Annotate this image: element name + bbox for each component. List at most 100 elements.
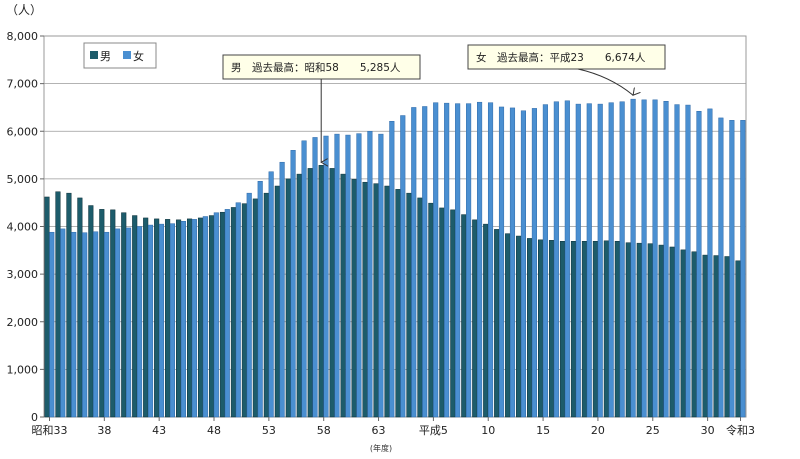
bar-female: [191, 219, 197, 418]
y-unit-label: （人）: [6, 3, 42, 17]
bar-male: [417, 197, 423, 418]
bar-male: [680, 249, 686, 418]
bar-female: [257, 181, 263, 418]
bar-female: [268, 171, 274, 418]
legend-swatch-male: [90, 51, 98, 59]
bar-male: [88, 205, 94, 418]
bar-female: [136, 226, 143, 418]
x-tick-label: 63: [372, 424, 386, 437]
bar-female: [498, 106, 505, 418]
bar-female: [158, 223, 165, 418]
y-tick-label: 2,000: [7, 316, 39, 329]
annotation-box-female: [467, 44, 666, 70]
bar-male: [548, 240, 555, 418]
bar-female: [301, 140, 307, 418]
bar-female: [729, 120, 735, 418]
bar-male: [197, 217, 204, 418]
bar-female: [224, 209, 230, 418]
bar-female: [575, 103, 581, 418]
bar-female: [433, 102, 439, 418]
legend-swatch-female: [123, 51, 131, 59]
bar-male: [625, 242, 631, 418]
bar-male: [373, 183, 379, 418]
bar-female: [696, 111, 702, 418]
bar-female: [312, 137, 318, 418]
bar-female: [608, 102, 614, 418]
x-tick-label: 令和3: [726, 423, 755, 437]
x-tick-label: 20: [591, 424, 605, 437]
bar-female: [246, 192, 252, 418]
bar-male: [450, 209, 456, 418]
bar-female: [685, 104, 691, 418]
x-tick-label: 15: [536, 424, 550, 437]
x-tick-label: 43: [152, 424, 166, 437]
y-axis: 0 1,000 2,000 3,000 4,000 5,000 6,000 7,000 8,00…: [7, 30, 44, 424]
bar-female: [707, 108, 713, 418]
bar-male: [219, 211, 226, 418]
bar-male: [263, 192, 269, 418]
bar-female: [542, 104, 548, 418]
legend-label-male: 男: [100, 50, 111, 63]
bar-male: [505, 233, 511, 418]
x-tick-label: 58: [317, 424, 331, 437]
y-tick-label: 3,000: [7, 268, 39, 281]
bar-female: [345, 134, 351, 418]
bar-male: [143, 217, 149, 418]
bar-female: [630, 98, 636, 418]
bar-female: [323, 135, 329, 418]
bar-female: [356, 133, 362, 418]
bar-female: [367, 131, 373, 418]
x-tick-label: 25: [646, 424, 660, 437]
bar-female: [564, 100, 570, 418]
bar-male: [461, 214, 467, 418]
bar-male: [208, 215, 215, 418]
bar-female: [740, 120, 746, 418]
bar-male: [592, 241, 598, 418]
bar-male: [735, 260, 741, 418]
bar-female: [718, 117, 724, 418]
bar-male: [483, 223, 489, 418]
bar-male: [165, 219, 171, 418]
bar-female: [213, 212, 219, 418]
bar-female: [290, 150, 296, 418]
bar-female: [597, 103, 603, 418]
bar-female: [180, 221, 186, 418]
bar-female: [531, 108, 537, 418]
y-tick-label: 4,000: [7, 221, 39, 234]
bar-male: [362, 181, 368, 418]
bar-female: [619, 101, 625, 418]
bar-male: [121, 212, 127, 418]
x-axis: 昭和33 38 43 48 53 58 63 平成5 10 15 20 25 30 令和3: [31, 417, 755, 437]
bar-female: [71, 231, 77, 418]
annotation-arrow-female: [577, 68, 633, 95]
bar-male: [274, 185, 280, 418]
bar-male: [702, 254, 708, 418]
bar-female: [455, 103, 461, 418]
x-axis-label: (年度): [370, 443, 392, 453]
bar-female: [466, 103, 472, 418]
bar-male: [636, 242, 642, 418]
bar-male: [527, 238, 533, 418]
bar-male: [669, 246, 675, 418]
bar-female: [334, 133, 340, 418]
bar-female: [279, 161, 285, 418]
bar-male: [406, 192, 412, 418]
bar-male: [658, 244, 664, 418]
y-tick-label: 1,000: [7, 363, 39, 376]
bar-male: [713, 255, 719, 418]
legend: 男 女: [83, 42, 157, 69]
bar-male: [285, 178, 291, 418]
annotation-text-male: 男 過去最高：昭和58 5,285人: [231, 61, 401, 74]
bar-male: [472, 219, 478, 418]
bar-male: [395, 189, 401, 418]
bar-female: [509, 107, 516, 418]
legend-label-female: 女: [133, 49, 144, 63]
x-tick-label: 昭和33: [31, 424, 67, 437]
bar-female: [93, 231, 99, 418]
bar-male: [230, 207, 236, 418]
x-tick-label: 平成5: [419, 424, 448, 437]
x-tick-label: 38: [97, 424, 111, 437]
bar-male: [187, 218, 193, 418]
bar-female: [422, 106, 428, 418]
